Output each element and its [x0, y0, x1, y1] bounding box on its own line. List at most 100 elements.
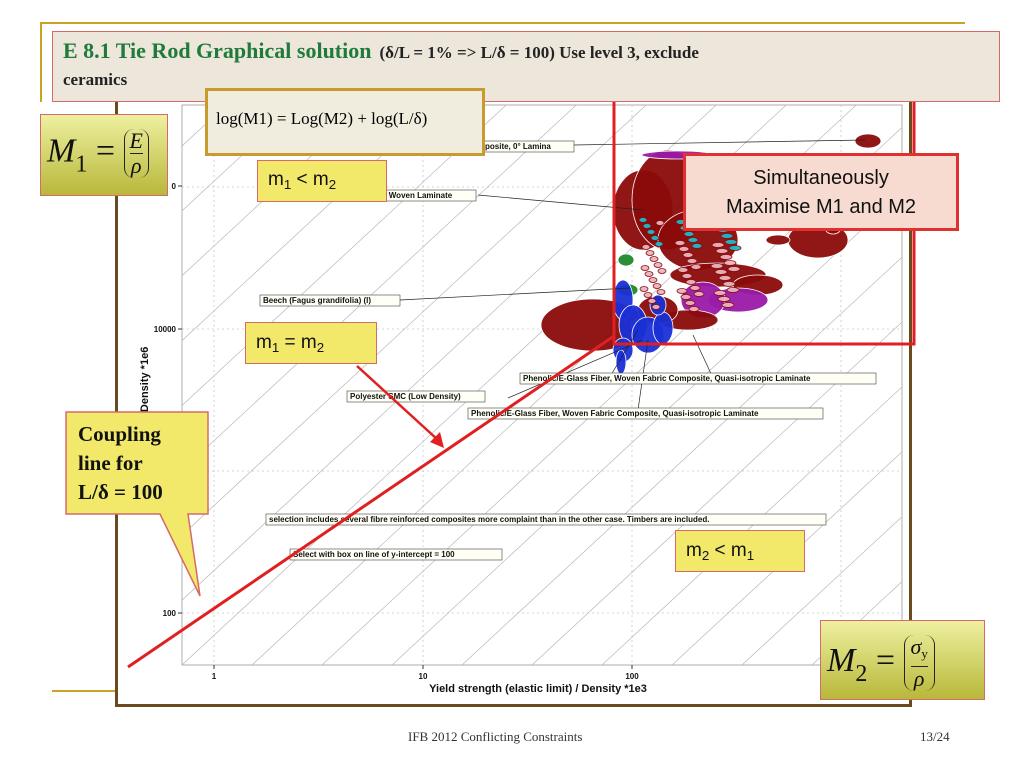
bubble-speck: [643, 292, 653, 298]
bubble-speck: [686, 258, 698, 264]
annotation-label: posite, 0° Lamina: [481, 140, 575, 153]
annotation-leader: [692, 334, 714, 379]
guide-line: [741, 516, 902, 665]
bubble-speck: [677, 267, 689, 273]
x-tick-label: 1: [212, 672, 217, 681]
callout-m2-less-m1: m2 < m1: [675, 530, 805, 572]
annotation-text: posite, 0° Lamina: [485, 142, 551, 151]
m1-formula-card: M1 = E ρ: [40, 114, 168, 196]
bubble-speck: [654, 241, 664, 247]
annotation-text: Beech (Fagus grandifolia) (l): [263, 296, 371, 305]
bubble-speck: [644, 271, 654, 277]
maximise-both-line2: Maximise M1 and M2: [725, 196, 917, 218]
bubble-speck: [684, 300, 696, 306]
callout-m1-equals-m2: m1 = m2: [245, 322, 377, 364]
annotation-text: Polyester SMC (Low Density): [350, 392, 461, 401]
bubble-speck: [719, 254, 733, 260]
m1-numerator: E: [129, 128, 143, 154]
bubble-speck: [710, 263, 724, 269]
callout-m1-less-m2-text: m1 < m2: [268, 169, 337, 192]
annotation-text: Select with box on line of y-intercept =…: [293, 550, 455, 559]
annotation-leader: [573, 139, 866, 146]
callout-m2-less-m1-text: m2 < m1: [686, 540, 755, 563]
bubble-speck: [687, 237, 699, 243]
y-tick-label: 10000: [154, 325, 177, 334]
annotation-label: selection includes several fibre reinfor…: [265, 513, 827, 526]
bubble-timber: [617, 253, 635, 267]
bubble-speck: [726, 287, 740, 293]
guide-line: [182, 105, 577, 471]
m1-subscript: 1: [75, 151, 88, 178]
bubble-speck: [641, 244, 651, 250]
bubble-speck: [722, 281, 736, 287]
bubble-speck: [723, 260, 737, 266]
slide-top-rule: [40, 22, 965, 24]
bubble-polymer: [652, 311, 674, 345]
callout-m1-equals-m2-text: m1 = m2: [256, 332, 325, 355]
guide-line: [671, 451, 902, 665]
bubble-speck: [640, 265, 650, 271]
bubble-speck: [693, 291, 705, 297]
bubble-speck: [724, 239, 738, 245]
annotation-label: f - Woven Laminate: [375, 189, 477, 202]
slide-title-banner: E 8.1 Tie Rod Graphical solution (δ/L = …: [52, 31, 1000, 102]
log-relation-formula: log(M1) = Log(M2) + log(L/δ): [205, 88, 485, 156]
bubble-speck: [683, 231, 695, 237]
footer-page-number: 13/24: [920, 729, 950, 744]
annotation-label: Phenolic/E-Glass Fiber, Woven Fabric Com…: [467, 407, 824, 420]
bubble-speck: [713, 290, 727, 296]
coupling-line-2: line for: [78, 451, 143, 475]
y-tick-label: 0: [172, 182, 177, 191]
bubble-speck: [717, 296, 731, 302]
m2-symbol: M: [827, 641, 856, 679]
bubble-speck: [645, 250, 655, 256]
slide-bottom-rule: [52, 690, 120, 692]
bubble-speck: [685, 279, 697, 285]
bubble-speck: [657, 268, 667, 274]
footer-course-title: IFB 2012 Conflicting Constraints: [408, 729, 583, 744]
bubble-speck: [720, 233, 734, 239]
bubble-polymer: [615, 349, 627, 375]
bubble-speck: [715, 248, 729, 254]
bubble-speck: [714, 269, 728, 275]
bubble-speck: [638, 217, 648, 223]
annotation-label: Phenolic/E-Glass Fiber, Woven Fabric Com…: [519, 372, 877, 385]
bubble-speck: [652, 283, 662, 289]
guide-line: [531, 321, 902, 665]
log-relation-text: log(M1) = Log(M2) + log(L/δ): [216, 109, 428, 128]
bubble-composite: [854, 133, 882, 149]
bubble-speck: [676, 288, 688, 294]
guide-line: [182, 105, 437, 342]
bubble-speck: [655, 220, 665, 226]
bubble-speck: [674, 240, 686, 246]
slide-title-condition-cont: ceramics: [63, 70, 128, 89]
m1-denominator: ρ: [130, 153, 142, 178]
bubble-speck: [678, 246, 690, 252]
bubble-speck: [728, 245, 742, 251]
slide-left-rule: [40, 22, 42, 102]
bubble-speck: [656, 289, 666, 295]
m2-subscript: 2: [855, 660, 868, 687]
annotation-text: Phenolic/E-Glass Fiber, Woven Fabric Com…: [471, 409, 759, 418]
annotation-text: Phenolic/E-Glass Fiber, Woven Fabric Com…: [523, 374, 811, 383]
annotation-text: selection includes several fibre reinfor…: [269, 515, 709, 524]
bubble-speck: [718, 275, 732, 281]
coupling-line-3: L/δ = 100: [78, 480, 163, 504]
coupling-callout-shape: [65, 411, 209, 597]
bubble-speck: [653, 262, 663, 268]
slide-title-condition: (δ/L = 1% => L/δ = 100) Use level 3, exc…: [379, 43, 699, 62]
m2-numerator-subscript: y: [921, 646, 928, 661]
bubble-speck: [647, 298, 657, 304]
m2-numerator: σ: [910, 634, 922, 659]
m2-denominator: ρ: [913, 666, 925, 691]
annotation-label: Beech (Fagus grandifolia) (l): [259, 294, 401, 307]
m2-formula-card: M2 = σy ρ: [820, 620, 985, 700]
y-tick-label: 100: [163, 609, 177, 618]
bubble-speck: [646, 229, 656, 235]
coupling-callout-text: Coupling line for L/δ = 100: [78, 420, 208, 507]
x-axis-label: Yield strength (elastic limit) / Density…: [429, 683, 647, 695]
bubble-speck: [651, 304, 661, 310]
callout-m1-less-m2: m1 < m2: [257, 160, 387, 202]
bubble-speck: [688, 306, 700, 312]
guide-line: [182, 105, 507, 406]
